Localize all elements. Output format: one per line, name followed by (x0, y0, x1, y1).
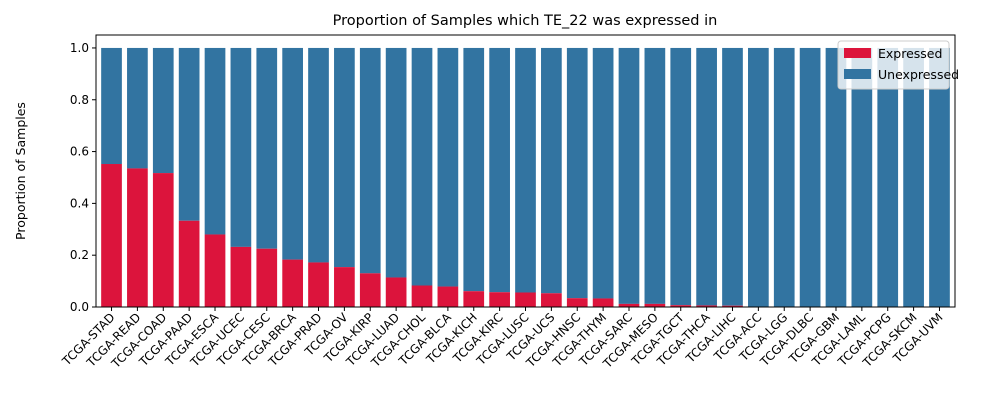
legend-label-expressed: Expressed (878, 46, 942, 61)
bar-unexpressed-tcga-read (127, 47, 148, 169)
bar-unexpressed-tcga-chol (411, 47, 433, 286)
bar-unexpressed-tcga-skcm (903, 47, 924, 307)
bar-unexpressed-tcga-prad (308, 47, 329, 263)
bar-expressed-tcga-lihc (722, 305, 743, 307)
y-tick-label: 0.8 (70, 93, 89, 107)
bar-unexpressed-tcga-lihc (722, 47, 743, 306)
bar-unexpressed-tcga-ov (334, 47, 355, 268)
legend: Expressed Unexpressed (837, 40, 959, 90)
bar-unexpressed-tcga-brca (282, 47, 303, 260)
bar-expressed-tcga-ucec (230, 246, 252, 307)
y-tick-label: 1.0 (70, 41, 89, 55)
y-tick-label: 0.0 (70, 300, 89, 314)
bar-unexpressed-tcga-thca (696, 47, 717, 306)
bar-unexpressed-tcga-pcpg (877, 47, 899, 307)
legend-label-unexpressed: Unexpressed (878, 67, 959, 82)
bar-expressed-tcga-tgct (670, 305, 692, 307)
bar-expressed-tcga-esca (204, 234, 226, 307)
bar-expressed-tcga-blca (437, 286, 459, 307)
bar-unexpressed-tcga-lgg (773, 47, 795, 307)
bar-unexpressed-tcga-thym (592, 47, 614, 299)
bar-unexpressed-tcga-cesc (256, 47, 278, 249)
bar-unexpressed-tcga-kich (463, 47, 485, 292)
bar-expressed-tcga-prad (308, 262, 329, 307)
bar-unexpressed-tcga-sarc (618, 47, 640, 304)
bar-unexpressed-tcga-stad (101, 47, 122, 165)
bar-expressed-tcga-kich (463, 291, 485, 307)
bar-unexpressed-tcga-esca (204, 47, 226, 235)
bar-unexpressed-tcga-ucs (541, 47, 562, 294)
bar-expressed-tcga-coad (152, 173, 174, 307)
bar-expressed-tcga-thca (696, 305, 717, 307)
bar-expressed-tcga-paad (178, 220, 200, 307)
y-tick-label: 0.2 (70, 248, 89, 262)
bar-unexpressed-tcga-laml (851, 47, 873, 307)
bar-expressed-tcga-kirc (489, 292, 510, 307)
legend-swatch-unexpressed (844, 69, 871, 79)
bar-expressed-tcga-ucs (541, 293, 562, 307)
bar-unexpressed-tcga-tgct (670, 47, 692, 306)
bar-unexpressed-tcga-luad (385, 47, 407, 278)
bar-expressed-tcga-sarc (618, 303, 640, 307)
legend-swatch-expressed (844, 48, 871, 58)
bar-expressed-tcga-lusc (515, 292, 536, 307)
y-tick-label: 0.4 (70, 196, 89, 210)
bar-unexpressed-tcga-blca (437, 47, 459, 287)
bar-unexpressed-tcga-gbm (825, 47, 847, 307)
bar-unexpressed-tcga-acc (748, 47, 769, 307)
bar-expressed-tcga-hnsc (566, 298, 588, 307)
bar-unexpressed-tcga-paad (178, 47, 200, 221)
chart-title: Proportion of Samples which TE_22 was ex… (333, 13, 718, 29)
bar-expressed-tcga-cesc (256, 248, 278, 307)
bar-expressed-tcga-luad (385, 277, 407, 307)
y-axis-label: Proportion of Samples (13, 102, 28, 240)
bars-layer (101, 47, 950, 307)
bar-expressed-tcga-meso (644, 303, 666, 307)
bar-unexpressed-tcga-kirc (489, 47, 510, 293)
y-tick-label: 0.6 (70, 145, 89, 159)
bar-expressed-tcga-ov (334, 267, 355, 307)
bar-unexpressed-tcga-coad (152, 47, 174, 174)
bar-unexpressed-tcga-ucec (230, 47, 252, 247)
bar-unexpressed-tcga-dlbc (799, 47, 821, 307)
bar-expressed-tcga-thym (592, 298, 614, 307)
bar-expressed-tcga-stad (101, 164, 122, 307)
bar-unexpressed-tcga-uvm (929, 47, 950, 307)
bar-expressed-tcga-brca (282, 259, 303, 307)
bar-expressed-tcga-chol (411, 285, 433, 307)
bar-unexpressed-tcga-kirp (359, 47, 381, 274)
bar-expressed-tcga-kirp (359, 273, 381, 307)
bar-unexpressed-tcga-lusc (515, 47, 536, 293)
bar-unexpressed-tcga-hnsc (566, 47, 588, 299)
bar-expressed-tcga-read (127, 168, 148, 307)
bar-unexpressed-tcga-meso (644, 47, 666, 304)
